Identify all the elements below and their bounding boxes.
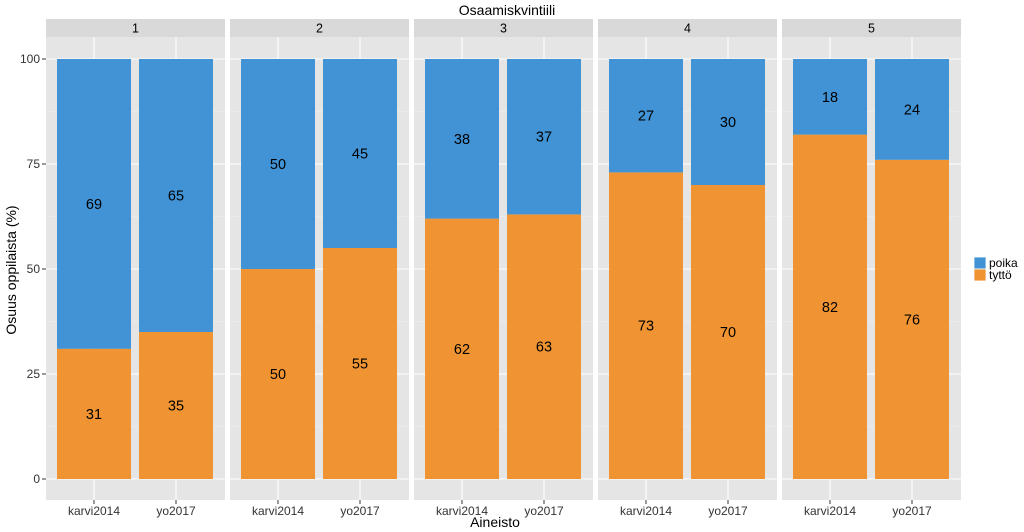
- bar-poika-5-yo2017: [875, 59, 949, 160]
- bar-tytto-3-yo2017: [507, 214, 581, 479]
- facet-panel-1: 1 31 69 karvi2014 35 65 yo2017: [46, 19, 225, 518]
- x-tick-label: yo2017: [524, 504, 564, 518]
- facet-strip: [414, 19, 593, 37]
- data-label-tytto: 50: [270, 367, 286, 383]
- legend-label-tytto: tyttö: [989, 268, 1012, 282]
- facet-strip-label: 2: [316, 22, 323, 36]
- x-tick-label: yo2017: [156, 504, 196, 518]
- data-label-poika: 69: [86, 197, 102, 213]
- facet-panel-4: 4 73 27 karvi2014 70 30 yo2017: [598, 19, 777, 518]
- x-tick-label: karvi2014: [436, 504, 488, 518]
- facet-strip: [230, 19, 409, 37]
- facet-panels: 13169karvi20143565yo201725050karvi201455…: [46, 19, 961, 518]
- bar-poika-2-karvi2014: [241, 59, 315, 269]
- data-label-poika: 37: [536, 130, 552, 146]
- bar-tytto-1-yo2017: [139, 332, 213, 479]
- data-label-tytto: 35: [168, 399, 184, 415]
- y-tick-label: 25: [27, 367, 41, 381]
- data-label-tytto: 73: [638, 319, 654, 335]
- data-label-poika: 24: [904, 102, 920, 118]
- data-label-tytto: 31: [86, 407, 102, 423]
- x-tick-label: karvi2014: [804, 504, 856, 518]
- facet-panel-3: 3 62 38 karvi2014 63 37 yo2017: [414, 19, 593, 518]
- facet-strip: [782, 19, 961, 37]
- bar-poika-1-karvi2014: [57, 59, 131, 349]
- data-label-poika: 27: [638, 109, 654, 125]
- y-tick-label: 100: [20, 52, 40, 66]
- data-label-tytto: 70: [720, 325, 736, 341]
- bar-tytto-5-karvi2014: [793, 134, 867, 479]
- x-tick-label: yo2017: [892, 504, 932, 518]
- x-axis-label: Aineisto: [470, 514, 520, 530]
- legend-label-poika: poika: [989, 256, 1018, 270]
- data-label-tytto: 82: [822, 300, 838, 316]
- data-label-tytto: 62: [454, 342, 470, 358]
- data-label-tytto: 55: [352, 357, 368, 373]
- data-label-poika: 30: [720, 115, 736, 131]
- bar-poika-3-karvi2014: [425, 59, 499, 219]
- bar-poika-5-karvi2014: [793, 59, 867, 135]
- legend-key-poika: [973, 256, 987, 270]
- bar-poika-1-yo2017: [139, 59, 213, 332]
- data-label-tytto: 76: [904, 312, 920, 328]
- facet-strip-label: 1: [132, 22, 139, 36]
- bar-poika-4-yo2017: [691, 59, 765, 185]
- y-axis: 0 25 50 75 100: [20, 52, 46, 486]
- x-tick-label: karvi2014: [620, 504, 672, 518]
- bar-poika-4-karvi2014: [609, 59, 683, 173]
- bar-tytto-1-karvi2014: [57, 348, 131, 479]
- y-tick-label: 0: [33, 472, 40, 486]
- bar-poika-2-yo2017: [323, 59, 397, 248]
- facet-strip-label: 5: [868, 22, 875, 36]
- bar-poika-3-yo2017: [507, 59, 581, 215]
- x-tick-label: karvi2014: [68, 504, 120, 518]
- bar-tytto-2-yo2017: [323, 248, 397, 479]
- bar-tytto-2-karvi2014: [241, 269, 315, 479]
- data-label-tytto: 63: [536, 340, 552, 356]
- facet-panel-5: 5 82 18 karvi2014 76 24 yo2017: [782, 19, 961, 518]
- data-label-poika: 65: [168, 189, 184, 205]
- facet-panel-2: 2 50 50 karvi2014 55 45 yo2017: [230, 19, 409, 518]
- facet-strip-label: 3: [500, 22, 507, 36]
- data-label-poika: 45: [352, 147, 368, 163]
- facet-strip-label: 4: [684, 22, 691, 36]
- y-tick-label: 75: [27, 157, 41, 171]
- bar-tytto-4-karvi2014: [609, 172, 683, 479]
- bar-tytto-3-karvi2014: [425, 218, 499, 479]
- x-tick-label: yo2017: [708, 504, 748, 518]
- legend-key-tytto: [973, 268, 987, 282]
- data-label-poika: 18: [822, 90, 838, 106]
- x-tick-label: yo2017: [340, 504, 380, 518]
- data-label-poika: 50: [270, 157, 286, 173]
- y-axis-label: Osuus oppilaista (%): [3, 205, 19, 334]
- data-label-poika: 38: [454, 132, 470, 148]
- bar-tytto-4-yo2017: [691, 185, 765, 479]
- x-tick-label: karvi2014: [252, 504, 304, 518]
- bar-tytto-5-yo2017: [875, 159, 949, 480]
- chart-title: Osaamiskvintiili: [459, 2, 555, 18]
- facet-strip: [598, 19, 777, 37]
- facet-strip: [46, 19, 225, 37]
- y-tick-label: 50: [27, 262, 41, 276]
